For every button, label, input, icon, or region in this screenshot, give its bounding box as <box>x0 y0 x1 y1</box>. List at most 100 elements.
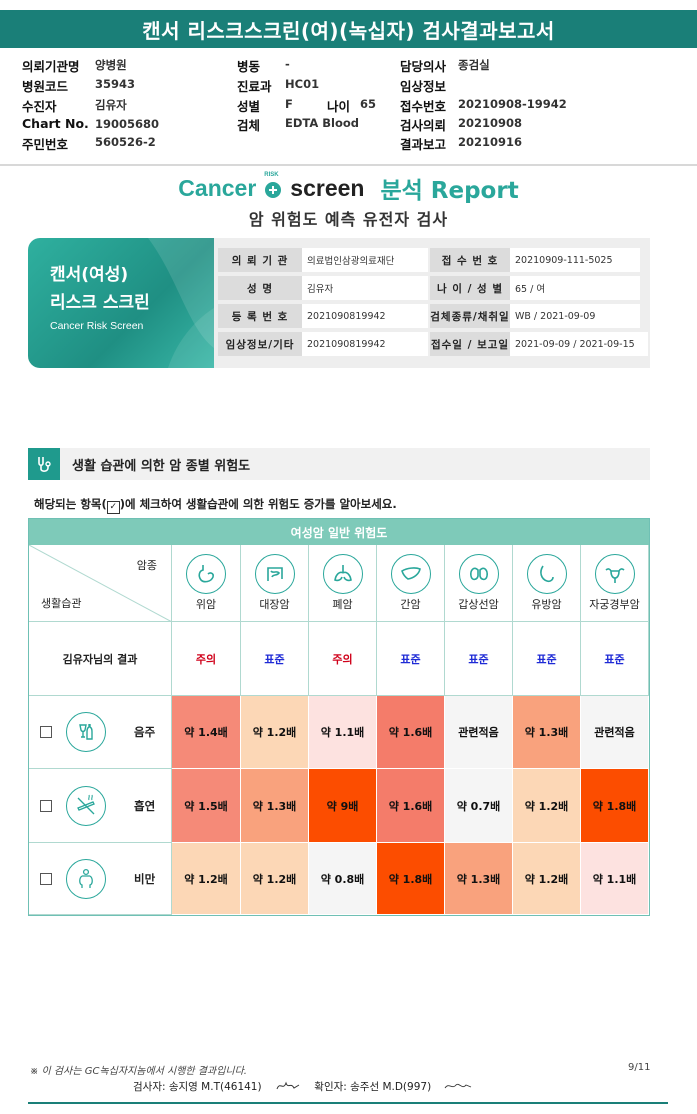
uterus-icon <box>594 554 635 594</box>
banner-title-2: 리스크 스크린 <box>50 293 150 313</box>
risk-grid: 여성암 일반 위험도 암종 생활습관 위암 대장암 폐암 간암 갑상선암 유방암… <box>28 518 650 916</box>
tester: 검사자: 송지영 M.T(46141) <box>133 1081 262 1093</box>
organ-name: 자궁경부암 <box>589 598 640 611</box>
cancer-risk-banner: 캔서(여성) 리스크 스크린 Cancer Risk Screen <box>28 238 214 368</box>
risk-cell: 관련적음 <box>581 696 649 769</box>
rrn-label: 주민번호 <box>22 137 69 152</box>
logo-risk-text: RISK <box>264 172 279 178</box>
risk-cell: 약 1.6배 <box>377 769 445 843</box>
signatures: 검사자: 송지영 M.T(46141) 확인자: 송주선 M.D(997) <box>133 1079 473 1094</box>
footer-note: ※ 이 검사는 GC녹십자지놈에서 시행한 결과입니다. <box>30 1066 247 1077</box>
risk-cell: 약 1.2배 <box>241 696 309 769</box>
habit-row-header: 흡연 <box>29 769 172 843</box>
organ-name: 위암 <box>195 598 217 611</box>
ptable-key-agesex: 나 이 / 성 별 <box>430 276 510 300</box>
risk-cell: 약 1.5배 <box>172 769 241 843</box>
risk-cell: 약 1.3배 <box>513 696 581 769</box>
result-cervix: 표준 <box>581 622 649 696</box>
clinical-label: 임상정보 <box>400 79 447 94</box>
risk-mark-icon: RISK <box>260 172 286 200</box>
bottom-rule <box>28 1102 668 1104</box>
risk-cell: 약 0.8배 <box>309 843 377 915</box>
habit-checkbox[interactable] <box>40 799 52 812</box>
risk-cell: 약 1.8배 <box>581 769 649 843</box>
result-stomach: 주의 <box>172 622 241 696</box>
logo-screen-text: screen <box>290 174 365 201</box>
examinee-label: 수진자 <box>22 99 57 114</box>
rrn-value: 560526-2 <box>95 135 157 150</box>
result-breast: 표준 <box>513 622 581 696</box>
habit-checkbox[interactable] <box>40 872 52 885</box>
ptable-val-hospital: 의료법인삼광의료재단 <box>302 248 428 272</box>
chart-value: 19005680 <box>95 117 161 132</box>
check-mark-icon: ✓ <box>106 501 120 514</box>
page-number: 9/11 <box>628 1062 651 1073</box>
hospital-value: 양병원 <box>95 57 128 74</box>
ptable-key-name: 성 명 <box>218 276 302 300</box>
organ-colon: 대장암 <box>241 545 309 622</box>
confirmer: 확인자: 송주선 M.D(997) <box>314 1081 432 1093</box>
drinking-icon <box>66 712 106 752</box>
divider <box>0 164 697 166</box>
code-label: 병원코드 <box>22 79 69 94</box>
breast-icon <box>526 554 567 594</box>
grid-corner: 암종 생활습관 <box>29 545 172 622</box>
ptable-val-regno: 2021090819942 <box>302 304 428 328</box>
ptable-val-dates: 2021-09-09 / 2021-09-15 <box>510 332 648 356</box>
result-thyroid: 표준 <box>445 622 513 696</box>
request-value: 20210908 <box>458 116 524 131</box>
risk-cell: 약 9배 <box>309 769 377 843</box>
result-colon: 표준 <box>241 622 309 696</box>
organ-stomach: 위암 <box>172 545 241 622</box>
sex-label: 성별 <box>237 99 261 114</box>
risk-cell: 약 1.2배 <box>241 843 309 915</box>
ptable-key-receipt: 접 수 번 호 <box>430 248 510 272</box>
instruction-pre: 해당되는 항목( <box>34 497 107 511</box>
dept-value: HC01 <box>285 77 321 92</box>
logo-report-text: 분석 Report <box>380 178 519 204</box>
result-liver: 표준 <box>377 622 445 696</box>
corner-diagonal-icon <box>29 545 172 622</box>
habit-name: 음주 <box>134 725 156 739</box>
corner-habit-label: 생활습관 <box>41 597 82 610</box>
habit-row-header: 비만 <box>29 843 172 915</box>
risk-cell: 약 1.8배 <box>377 843 445 915</box>
ptable-val-clinical: 2021090819942 <box>302 332 428 356</box>
lung-icon <box>322 554 363 594</box>
risk-cell: 약 1.6배 <box>377 696 445 769</box>
doctor-label: 담당의사 <box>400 59 447 74</box>
banner-pattern-icon <box>148 238 214 368</box>
doctor-value: 종검실 <box>458 57 491 74</box>
age-value: 65 <box>360 97 378 112</box>
colon-icon <box>254 554 295 594</box>
specimen-value: EDTA Blood <box>285 116 360 131</box>
ptable-val-receipt: 20210909-111-5025 <box>510 248 640 272</box>
stethoscope-icon <box>28 448 60 480</box>
instruction-text: 해당되는 항목(✓)에 체크하여 생활습관에 의한 위험도 증가를 알아보세요. <box>34 496 397 514</box>
risk-cell: 약 1.3배 <box>445 843 513 915</box>
banner-title-1: 캔서(여성) <box>50 265 129 285</box>
report-title: 캔서 리스크스크린(여)(녹십자) 검사결과보고서 <box>0 10 697 48</box>
report-date-label: 결과보고 <box>400 137 447 152</box>
ward-label: 병동 <box>237 59 261 74</box>
section-header: 생활 습관에 의한 암 종별 위험도 <box>28 448 650 480</box>
examinee-value: 김유자 <box>95 97 128 114</box>
risk-cell: 약 1.1배 <box>309 696 377 769</box>
smoking-icon <box>66 785 106 826</box>
clinical-value <box>458 77 459 78</box>
organ-name: 폐암 <box>332 598 353 611</box>
stomach-icon <box>186 554 226 594</box>
organ-name: 갑상선암 <box>458 598 499 611</box>
report-date-value: 20210916 <box>458 135 524 150</box>
section-title: 생활 습관에 의한 암 종별 위험도 <box>72 458 251 474</box>
risk-cell: 약 1.2배 <box>513 769 581 843</box>
habit-row-header: 음주 <box>29 696 172 769</box>
receipt-value: 20210908-19942 <box>458 97 568 112</box>
risk-cell: 약 1.1배 <box>581 843 649 915</box>
receipt-label: 접수번호 <box>400 99 447 114</box>
organ-name: 유방암 <box>531 598 562 611</box>
cancer-screen-logo: Cancer RISK screen 분석 Report <box>0 170 697 206</box>
hospital-label: 의뢰기관명 <box>22 59 80 74</box>
age-label: 나이 <box>327 99 351 114</box>
habit-checkbox[interactable] <box>40 726 52 738</box>
